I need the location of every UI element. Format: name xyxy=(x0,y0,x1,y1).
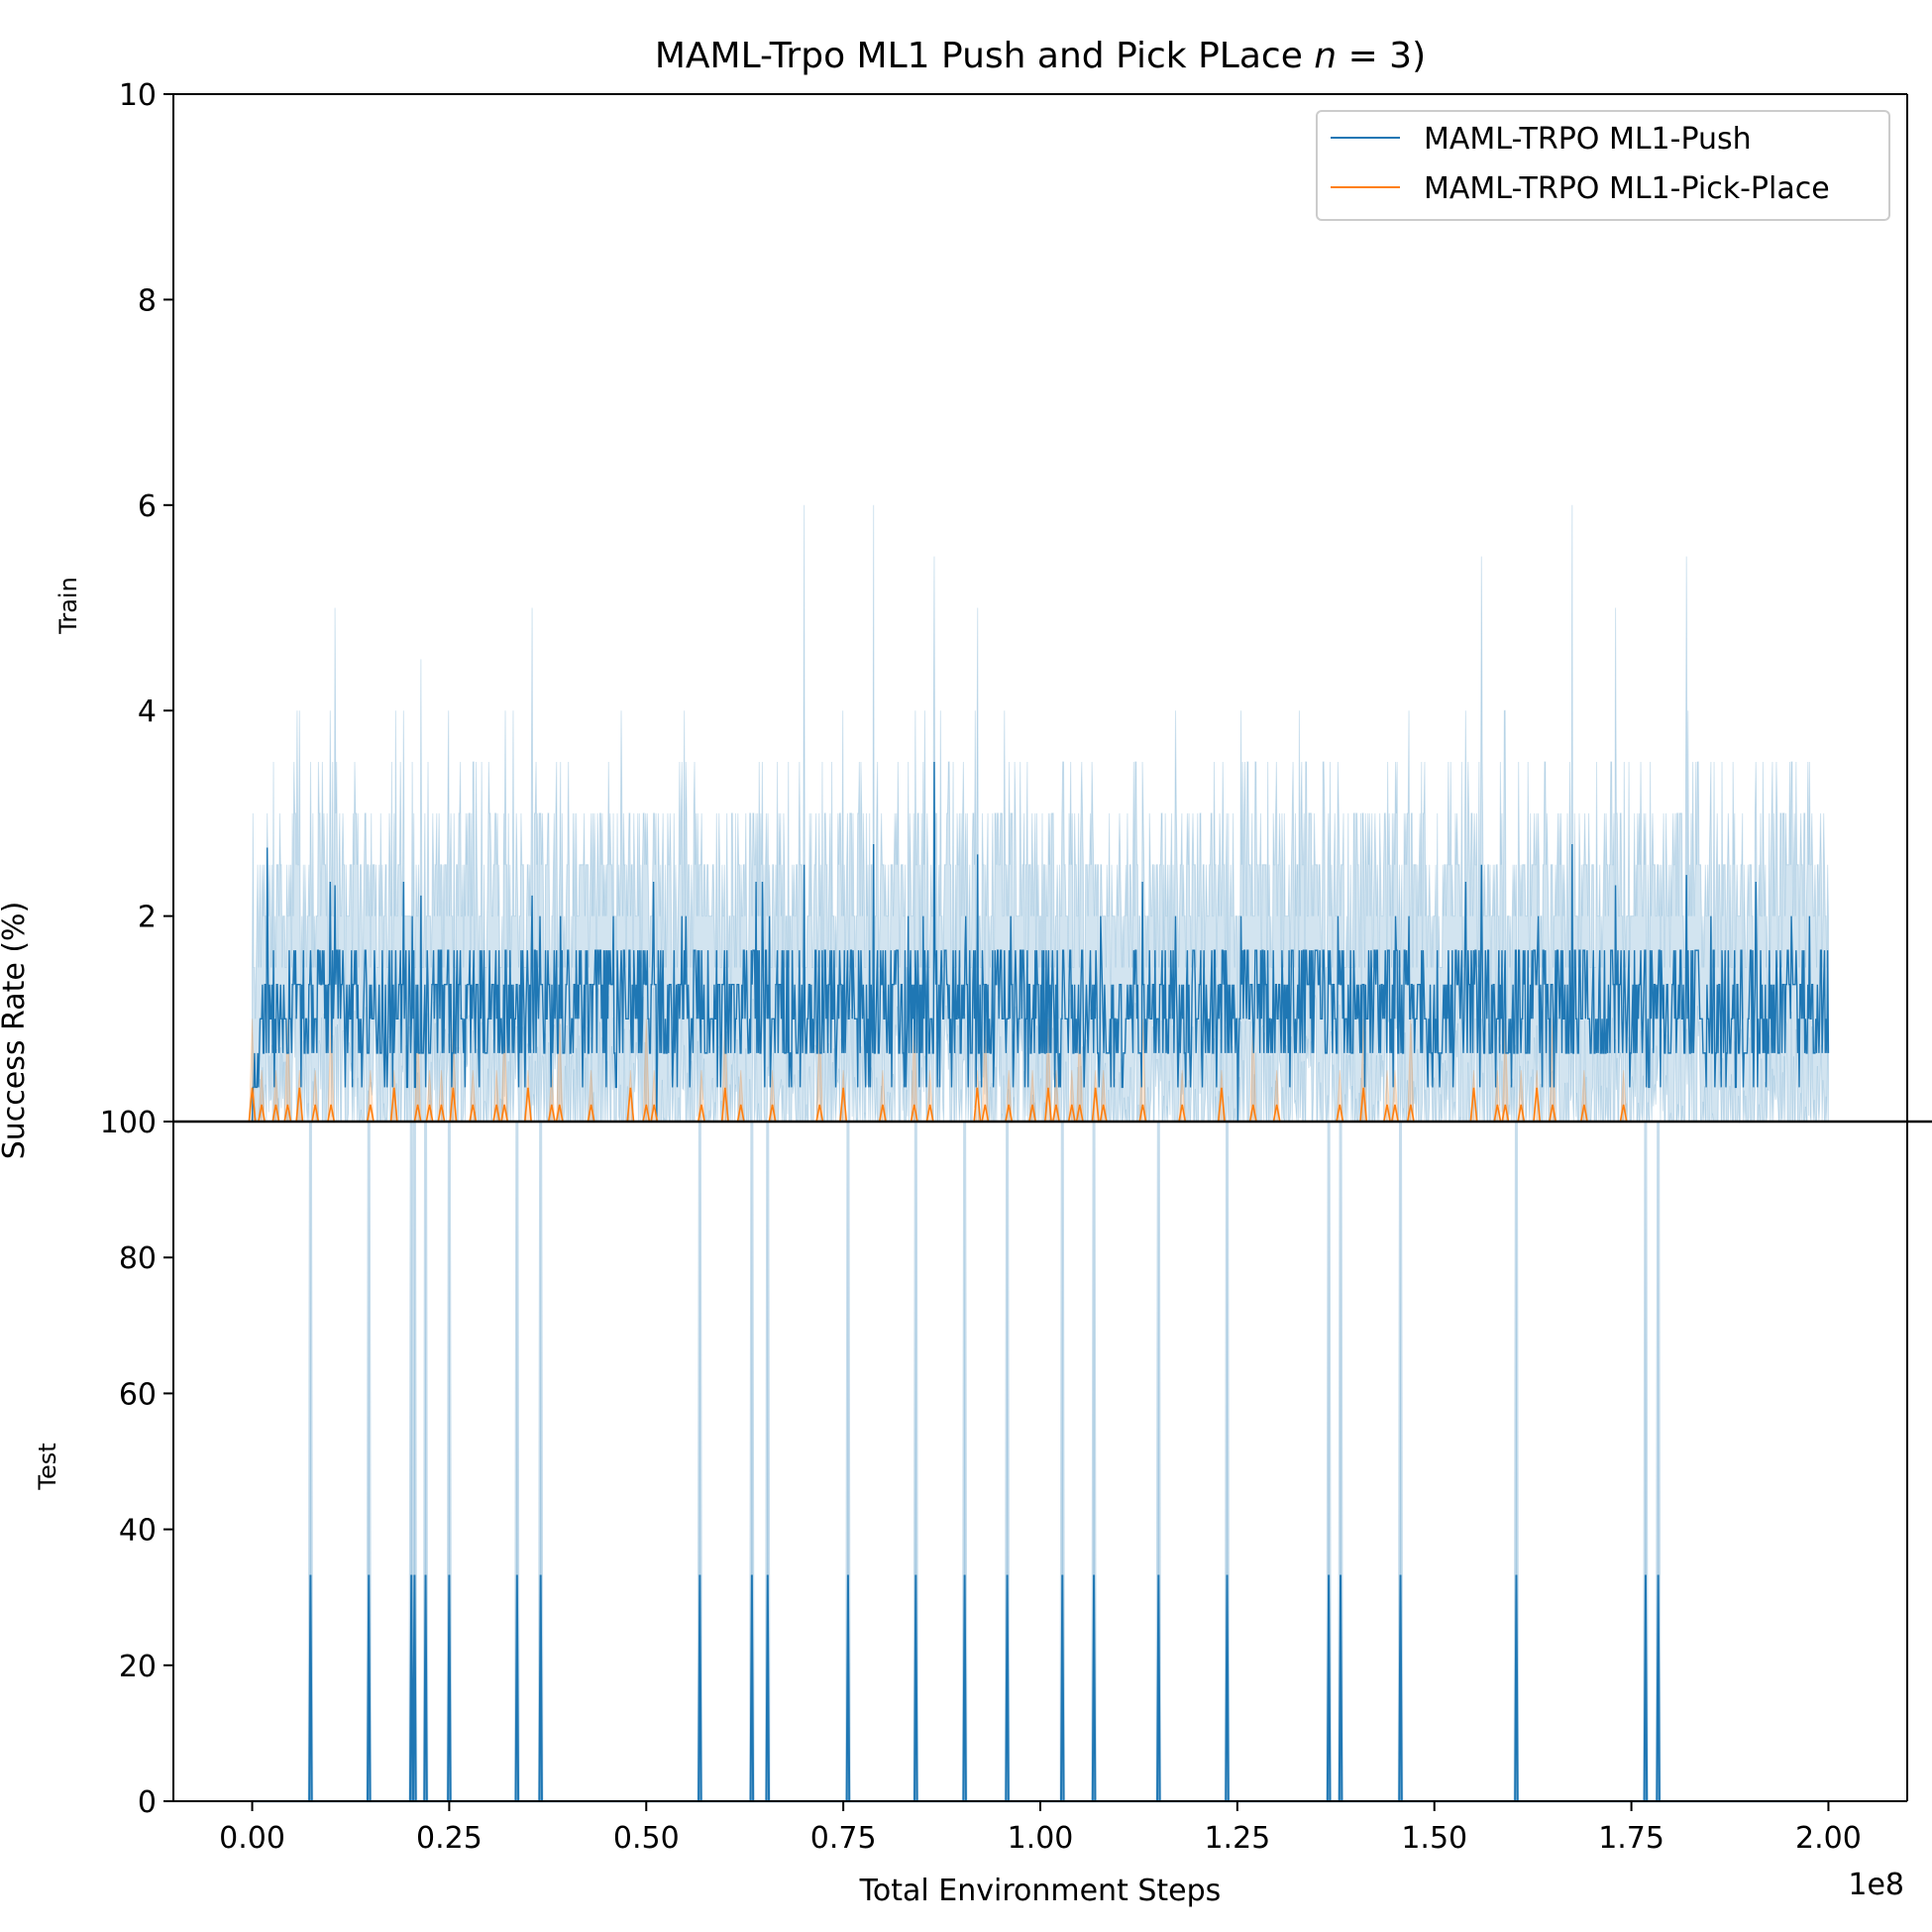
panel-label-test: Test xyxy=(34,1443,61,1490)
y-tick-label-train: 10 xyxy=(119,78,157,113)
y-tick-label-train: 2 xyxy=(138,901,157,935)
chart-title: MAML-Trpo ML1 Push and Pick PLace n = 3) xyxy=(655,36,1426,76)
legend-label-pick-place: MAML-TRPO ML1-Pick-Place xyxy=(1424,171,1830,206)
chart-title-n: n xyxy=(1314,36,1337,76)
y-tick-label-test: 0 xyxy=(138,1785,157,1820)
x-tick-label: 1.00 xyxy=(1008,1821,1074,1856)
x-tick-label: 1.75 xyxy=(1598,1821,1664,1856)
y-tick-label-test: 40 xyxy=(119,1514,157,1549)
x-tick-label: 0.00 xyxy=(219,1821,285,1856)
x-axis-label: Total Environment Steps xyxy=(859,1874,1222,1908)
y-tick-label-test: 60 xyxy=(119,1377,157,1412)
x-axis-ticks: 0.00 0.25 0.50 0.75 1.00 1.25 1.50 1.75 2.00 xyxy=(219,1801,1862,1856)
y-tick-label-test: 80 xyxy=(119,1241,157,1276)
y-tick-label-train: 4 xyxy=(138,695,157,729)
x-tick-label: 1.50 xyxy=(1401,1821,1467,1856)
x-tick-label: 0.25 xyxy=(416,1821,483,1856)
y-tick-label-test: 20 xyxy=(119,1650,157,1684)
y-tick-label-test: 100 xyxy=(100,1106,157,1140)
legend: MAML-TRPO ML1-Push MAML-TRPO ML1-Pick-Pl… xyxy=(1316,110,1890,221)
y-tick-label-train: 6 xyxy=(138,489,157,524)
x-tick-label: 0.50 xyxy=(613,1821,680,1856)
y-axis-label: Success Rate (%) xyxy=(0,902,32,1160)
line-push-train xyxy=(251,762,1830,1123)
chart-title-tail: = 3) xyxy=(1337,36,1426,76)
x-axis-offset-label: 1e8 xyxy=(1848,1868,1904,1902)
chart-title-main: MAML-Trpo ML1 Push and Pick PLace xyxy=(655,36,1314,76)
y-tick-label-train: 8 xyxy=(138,283,157,318)
x-tick-label: 0.75 xyxy=(810,1821,877,1856)
x-tick-label: 2.00 xyxy=(1795,1821,1862,1856)
legend-box xyxy=(1316,110,1890,221)
x-tick-label: 1.25 xyxy=(1204,1821,1270,1856)
legend-label-push: MAML-TRPO ML1-Push xyxy=(1424,122,1752,157)
panel-label-train: Train xyxy=(54,577,82,635)
